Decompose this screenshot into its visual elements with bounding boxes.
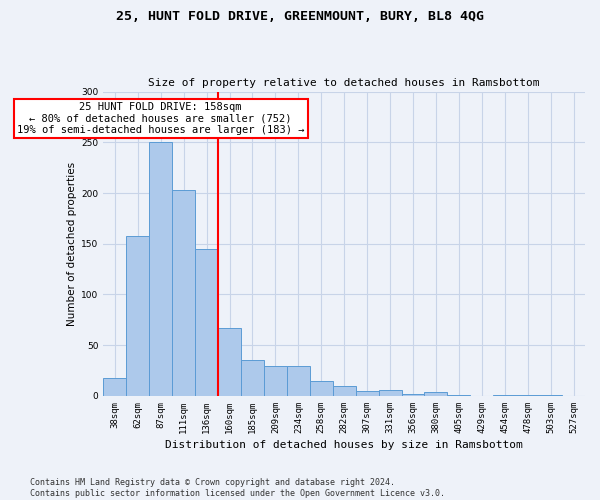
Bar xyxy=(241,360,264,396)
Bar xyxy=(195,249,218,396)
Text: 25 HUNT FOLD DRIVE: 158sqm
← 80% of detached houses are smaller (752)
19% of sem: 25 HUNT FOLD DRIVE: 158sqm ← 80% of deta… xyxy=(17,102,304,135)
Bar xyxy=(103,378,127,396)
Bar xyxy=(539,395,562,396)
Bar xyxy=(149,142,172,396)
Bar xyxy=(356,391,379,396)
Bar xyxy=(401,394,424,396)
Bar xyxy=(218,328,241,396)
Bar xyxy=(287,366,310,396)
Text: 25, HUNT FOLD DRIVE, GREENMOUNT, BURY, BL8 4QG: 25, HUNT FOLD DRIVE, GREENMOUNT, BURY, B… xyxy=(116,10,484,23)
Bar xyxy=(448,395,470,396)
Bar xyxy=(172,190,195,396)
Bar xyxy=(310,380,333,396)
Bar xyxy=(493,395,516,396)
Bar xyxy=(333,386,356,396)
Title: Size of property relative to detached houses in Ramsbottom: Size of property relative to detached ho… xyxy=(148,78,540,88)
Bar xyxy=(264,366,287,396)
X-axis label: Distribution of detached houses by size in Ramsbottom: Distribution of detached houses by size … xyxy=(166,440,523,450)
Bar xyxy=(127,236,149,396)
Y-axis label: Number of detached properties: Number of detached properties xyxy=(67,162,77,326)
Bar xyxy=(379,390,401,396)
Bar xyxy=(424,392,448,396)
Text: Contains HM Land Registry data © Crown copyright and database right 2024.
Contai: Contains HM Land Registry data © Crown c… xyxy=(30,478,445,498)
Bar xyxy=(516,395,539,396)
